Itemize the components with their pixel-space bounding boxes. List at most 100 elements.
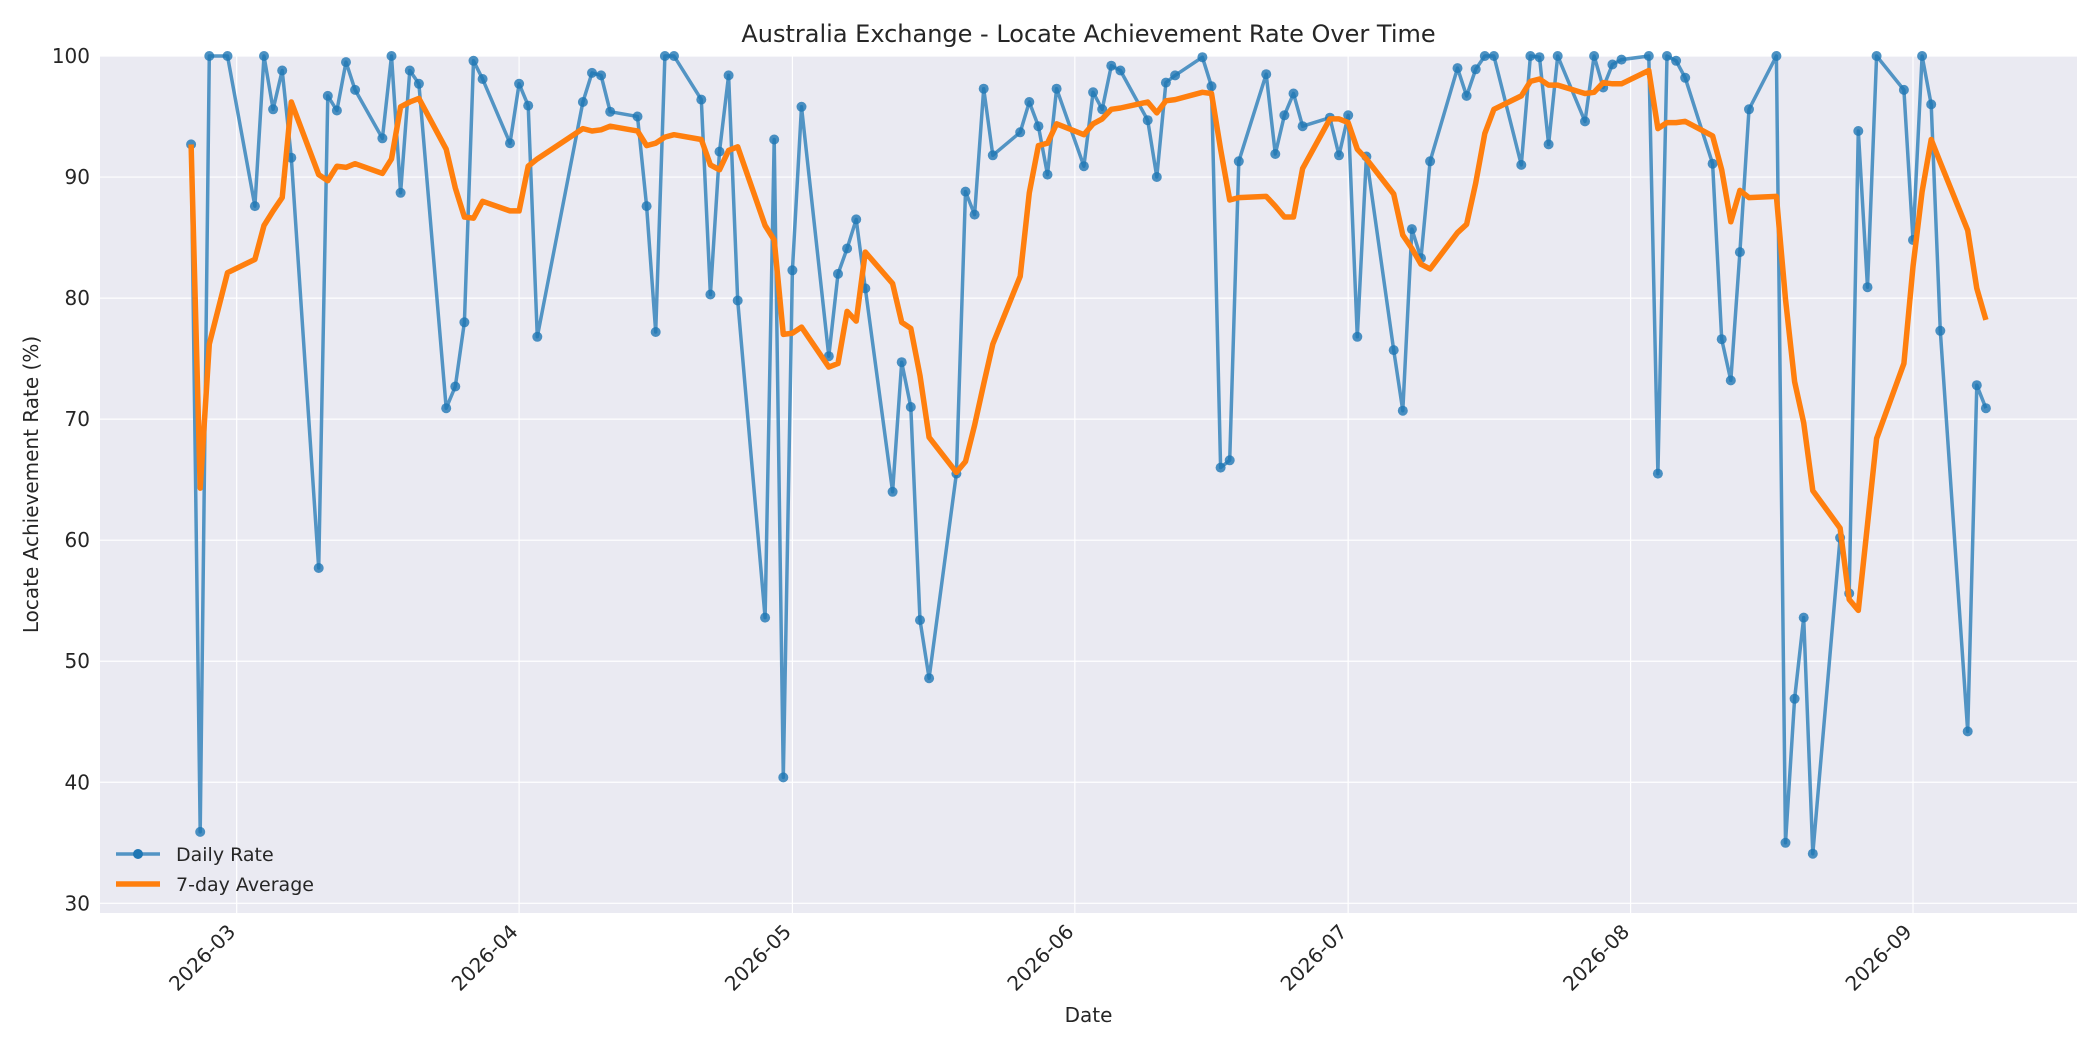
daily-rate-point xyxy=(1552,51,1563,61)
daily-rate-point xyxy=(960,186,971,197)
daily-rate-point xyxy=(978,83,989,94)
daily-rate-point xyxy=(1397,405,1408,416)
daily-rate-point xyxy=(987,150,998,161)
daily-rate-point xyxy=(696,94,707,105)
daily-rate-point xyxy=(1078,161,1089,172)
daily-rate-point xyxy=(1215,462,1226,473)
daily-rate-point xyxy=(1051,83,1062,94)
daily-rate-point xyxy=(760,612,771,623)
daily-rate-point xyxy=(650,327,661,337)
daily-rate-point xyxy=(1479,51,1490,61)
daily-rate-point xyxy=(1142,115,1153,126)
daily-rate-point xyxy=(659,51,670,61)
daily-rate-point xyxy=(1962,726,1973,737)
y-tick-label: 80 xyxy=(65,286,90,310)
daily-rate-point xyxy=(395,187,406,198)
daily-rate-point xyxy=(1042,169,1053,180)
daily-rate-point xyxy=(1971,380,1982,391)
series-layer xyxy=(186,51,1991,859)
daily-rate-point xyxy=(905,402,916,412)
daily-rate-point xyxy=(331,105,342,116)
x-axis-label: Date xyxy=(1065,1003,1113,1027)
daily-rate-point xyxy=(1343,110,1354,121)
daily-rate-point xyxy=(1097,104,1108,115)
daily-rate-point xyxy=(842,243,853,254)
daily-rate-point xyxy=(1224,455,1235,466)
y-tick-label: 70 xyxy=(65,407,90,431)
daily-rate-point xyxy=(413,78,424,89)
daily-rate-point xyxy=(1024,97,1035,107)
daily-rate-point xyxy=(477,74,488,84)
daily-rate-point xyxy=(769,134,780,145)
daily-rate-point xyxy=(1671,55,1682,66)
daily-rate-point xyxy=(1088,87,1099,98)
daily-rate-point xyxy=(1589,51,1600,61)
daily-rate-point xyxy=(468,55,479,66)
daily-rate-point xyxy=(1616,54,1627,65)
daily-rate-point xyxy=(1406,224,1417,235)
daily-rate-point xyxy=(705,289,716,300)
daily-rate-point xyxy=(277,65,288,76)
daily-rate-point xyxy=(1525,51,1536,61)
daily-rate-point xyxy=(1297,121,1308,132)
daily-rate-point xyxy=(1452,63,1463,74)
daily-rate-point xyxy=(1425,156,1436,167)
daily-rate-point xyxy=(896,357,907,368)
daily-rate-point xyxy=(796,101,807,112)
daily-rate-point xyxy=(915,615,925,626)
daily-rate-point xyxy=(313,563,324,573)
daily-rate-point xyxy=(1917,51,1928,61)
daily-rate-point xyxy=(1980,403,1991,414)
daily-rate-point xyxy=(249,201,260,212)
daily-rate-point xyxy=(514,78,525,89)
y-tick-label: 60 xyxy=(65,528,90,552)
daily-rate-point xyxy=(1853,126,1864,136)
daily-rate-point xyxy=(1871,51,1882,61)
daily-rate-point xyxy=(1926,99,1937,110)
daily-rate-point xyxy=(1580,116,1590,127)
daily-rate-point xyxy=(341,57,351,68)
daily-rate-point xyxy=(1516,159,1527,170)
daily-rate-point xyxy=(1261,69,1272,80)
daily-rate-point xyxy=(195,826,206,837)
daily-rate-point xyxy=(1279,110,1290,121)
daily-rate-point xyxy=(1388,345,1399,356)
daily-rate-point xyxy=(577,97,588,107)
daily-rate-point xyxy=(1680,72,1691,83)
daily-rate-point xyxy=(887,486,898,497)
daily-rate-point xyxy=(723,70,734,81)
legend-daily-rate-label: Daily Rate xyxy=(176,844,274,866)
daily-rate-point xyxy=(1898,84,1909,95)
daily-rate-point xyxy=(268,104,279,115)
daily-rate-point xyxy=(1725,375,1736,386)
daily-rate-point xyxy=(732,295,743,306)
daily-rate-point xyxy=(1352,331,1363,342)
daily-rate-point xyxy=(1033,121,1044,132)
daily-rate-point xyxy=(1115,65,1126,76)
y-tick-label: 100 xyxy=(52,44,90,68)
daily-rate-point xyxy=(669,51,679,61)
daily-rate-point xyxy=(1197,52,1208,63)
daily-rate-point xyxy=(1488,51,1499,61)
daily-rate-point xyxy=(222,51,233,61)
y-tick-label: 40 xyxy=(65,770,90,794)
daily-rate-point xyxy=(587,67,597,78)
daily-rate-point xyxy=(322,90,333,101)
daily-rate-point xyxy=(532,331,543,342)
daily-rate-point xyxy=(204,51,215,61)
daily-rate-point xyxy=(1015,127,1026,138)
daily-rate-point xyxy=(714,146,725,157)
daily-rate-point xyxy=(259,51,269,61)
daily-rate-point xyxy=(605,106,616,117)
daily-rate-point xyxy=(1461,90,1472,101)
y-tick-label: 90 xyxy=(65,165,90,189)
daily-rate-point xyxy=(596,70,607,81)
daily-rate-point xyxy=(1470,64,1481,75)
daily-rate-point xyxy=(1151,172,1162,182)
daily-rate-point xyxy=(778,772,789,783)
daily-rate-point xyxy=(377,133,388,144)
y-tick-label: 30 xyxy=(65,891,90,915)
daily-rate-point xyxy=(851,214,862,225)
